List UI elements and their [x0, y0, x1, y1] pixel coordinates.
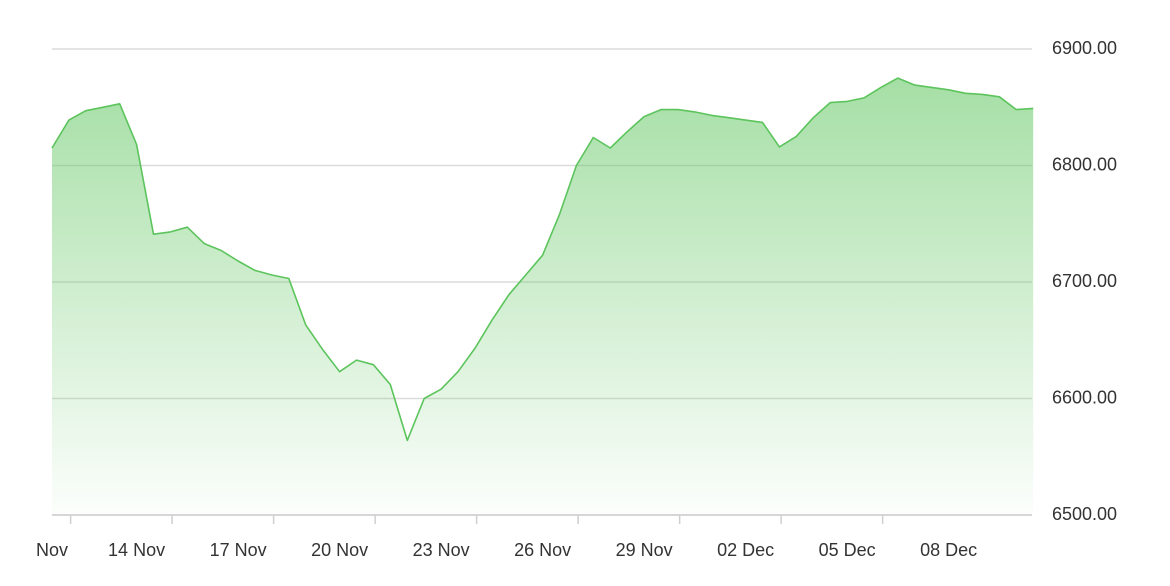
x-tick-label: 26 Nov — [514, 540, 571, 560]
x-tick-label: 02 Dec — [717, 540, 774, 560]
y-tick-label: 6900.00 — [1052, 38, 1117, 58]
x-tick-label: 05 Dec — [819, 540, 876, 560]
area-fill — [52, 78, 1034, 515]
x-tick-label: 08 Dec — [920, 540, 977, 560]
x-tick-label: 20 Nov — [311, 540, 368, 560]
x-tick-label: 17 Nov — [210, 540, 267, 560]
x-tick-label: 23 Nov — [413, 540, 470, 560]
y-tick-label: 6500.00 — [1052, 504, 1117, 524]
x-tick-label: 29 Nov — [616, 540, 673, 560]
y-tick-label: 6800.00 — [1052, 154, 1117, 174]
y-tick-label: 6600.00 — [1052, 387, 1117, 407]
y-tick-label: 6700.00 — [1052, 271, 1117, 291]
x-tick-label: Nov — [36, 540, 68, 560]
x-tick-label: 14 Nov — [108, 540, 165, 560]
price-line — [51, 77, 1034, 442]
